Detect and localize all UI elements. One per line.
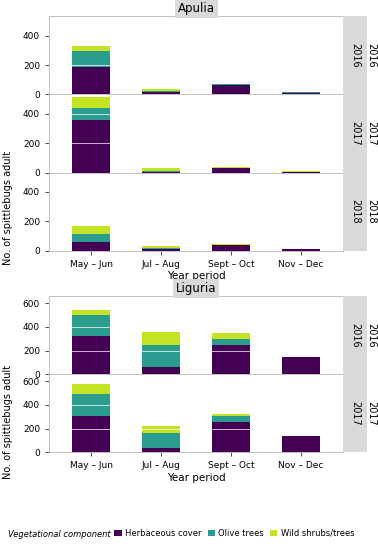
Bar — [142, 426, 180, 433]
Bar — [72, 310, 110, 315]
Bar — [142, 247, 180, 248]
Bar — [142, 433, 180, 448]
Bar — [282, 357, 321, 374]
Bar — [72, 233, 110, 242]
Bar — [142, 92, 180, 94]
Bar — [212, 422, 250, 452]
Title: Liguria: Liguria — [176, 282, 216, 295]
Bar — [72, 51, 110, 67]
Bar — [282, 93, 321, 94]
Bar — [72, 394, 110, 416]
Bar — [212, 245, 250, 246]
Bar — [282, 249, 321, 250]
Bar — [142, 332, 180, 345]
X-axis label: Year period: Year period — [167, 473, 225, 483]
Text: No. of spittlebugs adult: No. of spittlebugs adult — [3, 151, 12, 265]
Text: 2017: 2017 — [350, 121, 360, 146]
Bar — [212, 167, 250, 168]
Bar — [142, 168, 180, 171]
Text: 2016: 2016 — [367, 43, 376, 68]
Bar — [142, 448, 180, 452]
Title: Apulia: Apulia — [178, 2, 215, 15]
Text: 2016: 2016 — [367, 323, 376, 347]
Bar — [142, 345, 180, 367]
Bar — [72, 336, 110, 374]
Text: 2017: 2017 — [367, 121, 376, 146]
Bar — [72, 315, 110, 336]
Bar — [282, 172, 321, 173]
Bar — [212, 244, 250, 245]
Text: 2018: 2018 — [350, 199, 360, 224]
Text: 2016: 2016 — [350, 43, 360, 68]
Legend: Herbaceous cover, Olive trees, Wild shrubs/trees: Herbaceous cover, Olive trees, Wild shru… — [111, 526, 358, 541]
Bar — [72, 109, 110, 119]
Bar — [72, 98, 110, 109]
Text: 2018: 2018 — [367, 199, 376, 224]
Bar — [72, 67, 110, 94]
Bar — [282, 92, 321, 93]
Text: 2017: 2017 — [350, 401, 360, 426]
Text: No. of spittlebugs adult: No. of spittlebugs adult — [3, 365, 12, 479]
Bar — [282, 436, 321, 452]
Bar — [72, 416, 110, 452]
Bar — [212, 85, 250, 94]
Bar — [72, 384, 110, 394]
Bar — [72, 242, 110, 250]
Text: 2017: 2017 — [367, 401, 376, 426]
Bar — [72, 226, 110, 233]
X-axis label: Year period: Year period — [167, 271, 225, 281]
Text: 2016: 2016 — [350, 323, 360, 347]
Bar — [142, 367, 180, 374]
Bar — [212, 414, 250, 416]
Bar — [72, 46, 110, 51]
Bar — [142, 248, 180, 249]
Text: Vegetational component: Vegetational component — [8, 530, 110, 539]
Bar — [212, 333, 250, 339]
Bar — [212, 416, 250, 422]
Bar — [212, 345, 250, 374]
Bar — [72, 119, 110, 173]
Bar — [142, 90, 180, 92]
Bar — [212, 339, 250, 345]
Bar — [212, 168, 250, 173]
Bar — [142, 89, 180, 90]
Bar — [142, 171, 180, 172]
Bar — [142, 249, 180, 250]
Bar — [212, 246, 250, 250]
